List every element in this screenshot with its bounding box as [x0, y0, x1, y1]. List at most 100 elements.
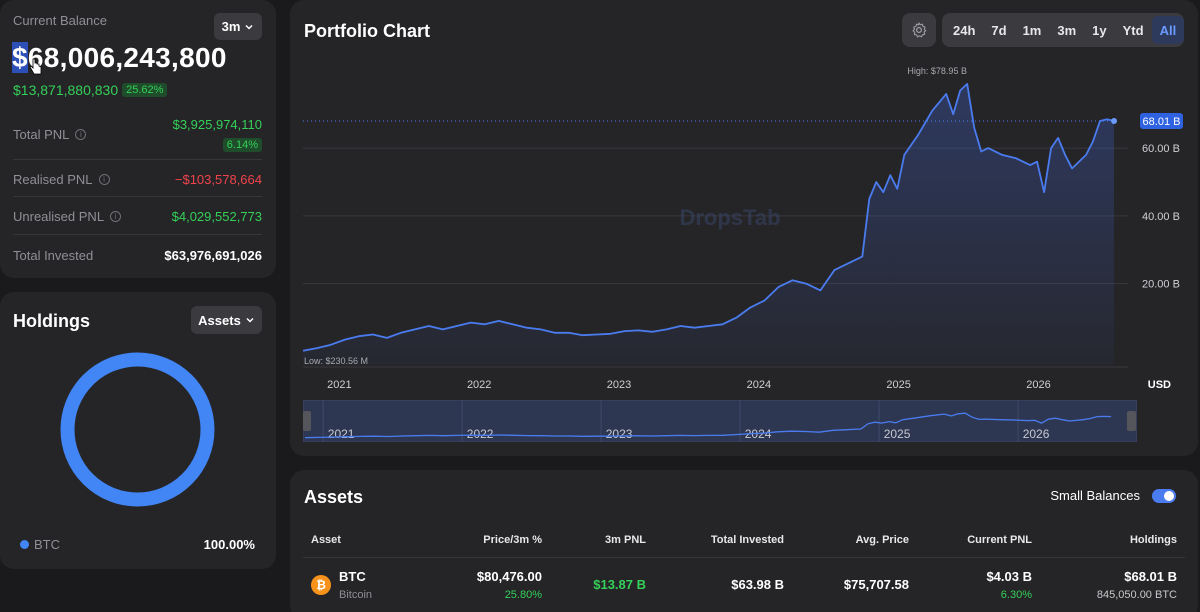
stat-label: Total PNL [13, 127, 70, 142]
y-tick-label: 60.00 B [1142, 143, 1180, 155]
col-avg-price[interactable]: Avg. Price [855, 534, 909, 546]
info-icon[interactable]: i [98, 174, 110, 185]
navigator-tick-label: 2026 [1023, 427, 1050, 441]
asset-holdings-value: $68.01 B [1124, 569, 1177, 584]
table-row[interactable]: ₿ BTC Bitcoin $80,476.00 25.80% $13.87 B… [303, 559, 1185, 612]
holdings-view-dropdown[interactable]: Assets [191, 306, 262, 334]
stat-value: −$103,578,664 [174, 172, 262, 187]
small-balances-label: Small Balances [1050, 488, 1140, 503]
current-value-point [1111, 117, 1118, 124]
x-tick-label: 2023 [607, 379, 631, 391]
current-balance-label: Current Balance [13, 13, 107, 28]
navigator-tick-label: 2023 [606, 427, 633, 441]
range-button-24h[interactable]: 24h [953, 22, 976, 38]
balance-change-badge: 25.62% [122, 83, 168, 97]
chart-title: Portfolio Chart [304, 21, 430, 41]
asset-name: Bitcoin [339, 589, 373, 601]
chevron-down-icon [246, 317, 254, 323]
holdings-legend-item: BTC 100.00% [20, 537, 255, 552]
stat-label: Realised PNL [13, 172, 93, 187]
asset-total-invested: $63.98 B [731, 577, 784, 592]
col-current-pnl[interactable]: Current PNL [967, 534, 1032, 546]
balance-value-prefix: $ [12, 42, 28, 73]
holdings-donut-chart[interactable] [60, 352, 215, 507]
period-dropdown[interactable]: 3m [214, 13, 262, 40]
hand-cursor-icon [29, 58, 42, 75]
holdings-title: Holdings [13, 311, 90, 331]
range-button-3m[interactable]: 3m [1057, 22, 1077, 38]
asset-symbol: BTC [339, 569, 366, 584]
stat-badge: 6.14% [222, 138, 262, 152]
current-value-badge [1140, 112, 1183, 129]
series-line [302, 83, 1115, 352]
col-asset[interactable]: Asset [311, 534, 341, 546]
range-button-7d[interactable]: 7d [991, 22, 1007, 38]
balance-value-rest: 68,006,243,800 [27, 42, 227, 73]
asset-avg-price: $75,707.58 [843, 577, 909, 592]
assets-card: Assets Small Balances Asset Price/3m % 3… [290, 470, 1198, 612]
x-tick-label: 2025 [886, 379, 910, 391]
legend-label: BTC [34, 537, 60, 552]
small-balances-toggle[interactable] [1152, 488, 1176, 503]
chart-range-navigator[interactable]: 2021 2022 2023 2024 2025 2026 [303, 400, 1137, 442]
asset-3m-pnl: $13.87 B [593, 577, 646, 592]
col-total-invested[interactable]: Total Invested [710, 534, 784, 546]
col-holdings[interactable]: Holdings [1129, 534, 1177, 546]
balance-change-value: $13,871,880,830 [13, 82, 119, 98]
stat-row: Total PNL i $3,925,974,110 6.14% [13, 110, 262, 160]
range-button-all[interactable]: All [1151, 16, 1185, 44]
stat-row: Total Invested $63,976,691,026 [13, 237, 262, 273]
legend-dot [20, 540, 29, 549]
assets-title: Assets [304, 487, 364, 507]
x-tick-label: 2024 [747, 379, 771, 391]
y-tick-label: 20.00 B [1142, 279, 1180, 291]
asset-price-change: 25.80% [504, 589, 542, 601]
navigator-tick-label: 2022 [467, 427, 494, 441]
asset-holdings-amount: 845,050.00 BTC [1096, 589, 1177, 601]
stat-value: $4,029,552,773 [171, 209, 262, 224]
stat-label: Total Invested [13, 247, 94, 263]
balance-value: $68,006,243,800 [12, 42, 227, 74]
info-icon[interactable]: i [110, 211, 122, 222]
small-balances-control: Small Balances [1050, 488, 1176, 503]
period-dropdown-label: 3m [221, 19, 241, 34]
range-button-1m[interactable]: 1m [1022, 22, 1042, 38]
navigator-handle-right [1127, 411, 1136, 431]
stat-value: $3,925,974,110 [172, 117, 262, 132]
info-icon[interactable]: i [75, 129, 87, 140]
chart-settings-button[interactable] [902, 13, 936, 47]
asset-current-pnl: $4.03 B [986, 569, 1032, 584]
col-price[interactable]: Price/3m % [483, 534, 542, 546]
stat-label: Unrealised PNL [13, 209, 105, 224]
x-tick-label: 2021 [327, 379, 351, 391]
balance-change: $13,871,880,830 25.62% [13, 82, 168, 98]
stat-row: Unrealised PNL i $4,029,552,773 [13, 199, 262, 235]
time-range-selector: 24h 7d 1m 3m 1y Ytd All [942, 13, 1185, 47]
navigator-tick-label: 2024 [745, 427, 772, 441]
col-3m-pnl[interactable]: 3m PNL [605, 534, 646, 546]
range-button-1y[interactable]: 1y [1092, 22, 1107, 38]
assets-table-header: Asset Price/3m % 3m PNL Total Invested A… [303, 526, 1185, 558]
range-button-ytd[interactable]: Ytd [1122, 22, 1144, 38]
asset-current-pnl-pct: 6.30% [1000, 589, 1032, 601]
balance-card: Current Balance 3m $68,006,243,800 $13,8… [0, 0, 276, 278]
y-tick-label: 40.00 B [1142, 211, 1180, 223]
stat-row: Realised PNL i −$103,578,664 [13, 163, 262, 197]
navigator-line [304, 412, 1112, 439]
x-tick-label: 2026 [1026, 379, 1050, 391]
gear-icon [912, 22, 927, 38]
stat-value: $63,976,691,026 [164, 247, 262, 263]
high-label: High: $78.95 B [907, 66, 967, 76]
portfolio-area-chart[interactable]: 20.00 B 40.00 B 60.00 B DropsTab 68.01 B High… [290, 60, 1198, 392]
navigator-tick-label: 2021 [328, 427, 355, 441]
donut-slice-btc [60, 352, 215, 507]
asset-price: $80,476.00 [476, 569, 542, 584]
watermark-text: DropsTab [679, 205, 780, 230]
bitcoin-icon: ₿ [311, 575, 331, 595]
currency-label: USD [1148, 379, 1171, 391]
area-fill [303, 83, 1115, 366]
legend-percent: 100.00% [203, 537, 255, 552]
portfolio-chart-card: Portfolio Chart 24h 7d 1m 3m 1y Ytd All 20.00 … [290, 0, 1198, 456]
low-label: Low: $230.56 M [304, 356, 368, 366]
x-tick-label: 2022 [467, 379, 491, 391]
